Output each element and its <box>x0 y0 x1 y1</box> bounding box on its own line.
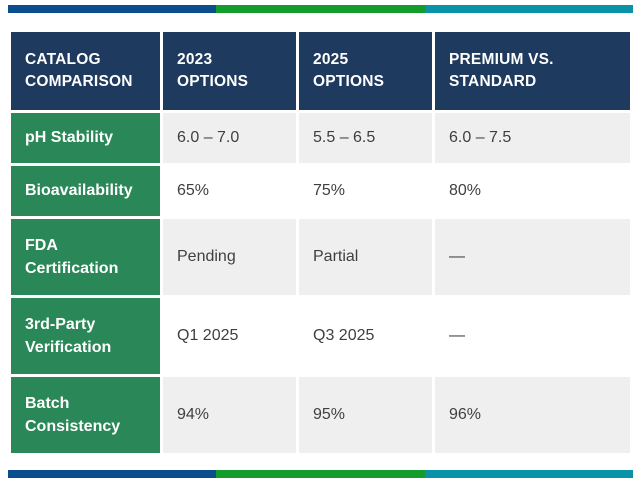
accent-segment-teal <box>424 5 633 13</box>
column-header-premium-vs-standard: PREMIUM VS. STANDARD <box>435 32 630 110</box>
cell-bio-2025: 75% <box>299 166 432 216</box>
row-label-third-party-verification: 3rd-Party Verification <box>11 298 160 374</box>
row-bioavailability: Bioavailability 65% 75% 80% <box>11 166 630 216</box>
accent-segment-teal <box>424 470 633 478</box>
cell-fda-2025: Partial <box>299 219 432 295</box>
row-third-party-verification: 3rd-Party Verification Q1 2025 Q3 2025 — <box>11 298 630 374</box>
cell-ph-2025: 5.5 – 6.5 <box>299 113 432 163</box>
page: CATALOG COMPARISON 2023 OPTIONS 2025 OPT… <box>0 5 641 484</box>
cell-batch-2023: 94% <box>163 377 296 453</box>
cell-verification-2025: Q3 2025 <box>299 298 432 374</box>
column-header-2023-options: 2023 OPTIONS <box>163 32 296 110</box>
cell-bio-premium: 80% <box>435 166 630 216</box>
row-label-batch-consistency: Batch Consistency <box>11 377 160 453</box>
header-row: CATALOG COMPARISON 2023 OPTIONS 2025 OPT… <box>11 32 630 110</box>
row-ph-stability: pH Stability 6.0 – 7.0 5.5 – 6.5 6.0 – 7… <box>11 113 630 163</box>
cell-ph-2023: 6.0 – 7.0 <box>163 113 296 163</box>
row-label-ph-stability: pH Stability <box>11 113 160 163</box>
cell-verification-premium: — <box>435 298 630 374</box>
top-accent-bar <box>8 5 633 13</box>
cell-ph-premium: 6.0 – 7.5 <box>435 113 630 163</box>
row-label-bioavailability: Bioavailability <box>11 166 160 216</box>
accent-segment-green <box>216 470 425 478</box>
cell-batch-2025: 95% <box>299 377 432 453</box>
cell-verification-2023: Q1 2025 <box>163 298 296 374</box>
row-fda-certification: FDA Certification Pending Partial — <box>11 219 630 295</box>
row-label-fda-certification: FDA Certification <box>11 219 160 295</box>
cell-batch-premium: 96% <box>435 377 630 453</box>
bottom-accent-bar <box>8 470 633 478</box>
accent-segment-blue <box>8 5 217 13</box>
cell-fda-premium: — <box>435 219 630 295</box>
row-batch-consistency: Batch Consistency 94% 95% 96% <box>11 377 630 453</box>
column-header-2025-options: 2025 OPTIONS <box>299 32 432 110</box>
column-header-catalog-comparison: CATALOG COMPARISON <box>11 32 160 110</box>
accent-segment-green <box>216 5 425 13</box>
cell-fda-2023: Pending <box>163 219 296 295</box>
comparison-table: CATALOG COMPARISON 2023 OPTIONS 2025 OPT… <box>8 29 633 456</box>
cell-bio-2023: 65% <box>163 166 296 216</box>
accent-segment-blue <box>8 470 217 478</box>
